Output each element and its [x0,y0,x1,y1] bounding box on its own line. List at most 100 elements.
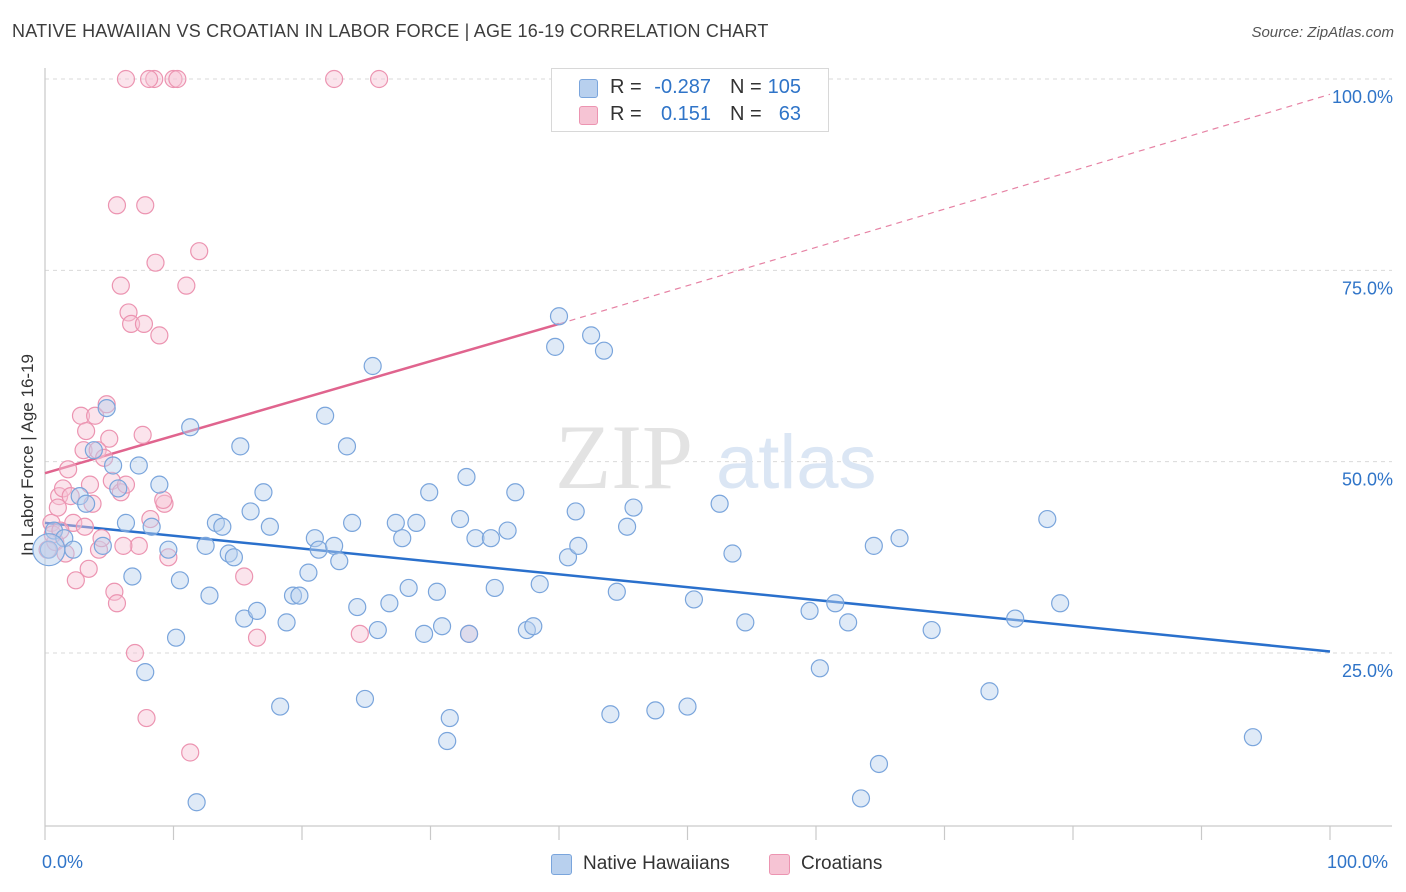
legend-r-value: 0.151 [660,103,711,125]
croatians-point [77,421,96,441]
croatians-point [97,395,116,414]
native-hawaiians-point [316,406,335,425]
x-tick-label-min: 0.0% [42,852,84,872]
native-hawaiians-point [890,529,909,548]
native-hawaiians-point [380,594,399,613]
chart-title: NATIVE HAWAIIAN VS CROATIAN IN LABOR FOR… [12,21,769,41]
native-hawaiians-point [116,513,136,532]
native-hawaiians-point [200,586,219,605]
legend-swatch-pink [579,106,598,125]
native-hawaiians-point [450,509,470,529]
croatians-point [116,69,136,89]
croatians-point [154,490,173,510]
croatians-point [107,594,127,613]
croatians-point [125,643,145,663]
y-axis-label: In Labor Force | Age 16-19 [18,354,37,556]
croatians-point [74,441,93,460]
native-hawaiians-point [150,475,169,494]
native-hawaiians-point [524,617,543,636]
native-hawaiians-point [839,613,858,632]
native-hawaiians-point [432,617,452,636]
native-hawaiians-point [710,494,729,513]
y-tick-label-50: 50.0% [1342,470,1393,490]
legend-row-croatians: R = 0.151 N = 63 [552,101,828,127]
native-hawaiians-point [290,586,309,605]
croatians-point [164,69,183,89]
croatians-point [129,536,148,555]
native-hawaiians-point [260,517,279,536]
bottom-legend-swatch-blue [551,854,572,875]
native-hawaiians-point [869,754,889,774]
native-hawaiians-point [337,437,357,456]
native-hawaiians-point [129,456,148,475]
native-hawaiians-point [277,613,296,632]
native-hawaiians-point [723,544,742,563]
croatians-point [114,536,133,555]
croatians-point [80,475,100,494]
native-hawaiians-point [84,441,103,460]
legend-n-value: 105 [767,76,801,98]
native-hawaiians-point [123,567,142,586]
bottom-legend-label: Croatians [801,853,883,874]
native-hawaiians-point [170,571,190,590]
bottom-legend-label: Native Hawaiians [583,853,730,874]
native-hawaiians-point [1243,728,1263,747]
croatians-point [133,425,152,444]
croatians-point [235,567,254,586]
native-hawaiians-point [166,628,186,647]
croatians-point [136,196,155,215]
legend-r-value: -0.287 [654,76,711,98]
native-hawaiians-point [241,502,260,521]
native-hawaiians-point [980,682,999,701]
native-hawaiians-point [594,341,614,360]
native-hawaiians-point [530,575,549,594]
native-hawaiians-point [851,789,871,808]
y-tick-label-75: 75.0% [1342,278,1393,298]
trend-lines [44,93,1331,653]
croatians-trend-extension [558,93,1331,325]
croatians-point [121,314,141,334]
legend-n-label: N = [730,103,762,125]
croatians-point [79,559,98,578]
native-hawaiians-point [330,552,349,571]
croatians-point [247,628,267,647]
native-hawaiians-point [678,697,697,716]
native-hawaiians-point [864,536,883,555]
y-tick-labels: 25.0% 50.0% 75.0% 100.0% [1332,87,1393,681]
croatians-point [75,517,94,536]
croatians-point [168,69,187,89]
legend-r-label: R = [610,103,642,125]
croatians-point [181,743,200,762]
croatians-point [59,460,78,479]
correlation-legend: R = -0.287 N = 105 R = 0.151 N = 63 [551,68,829,132]
native-hawaiians-point [93,536,112,555]
axes [44,68,1392,840]
croatians-point [177,276,196,295]
native-hawaiians-point [566,502,585,521]
native-hawaiians-point [438,731,457,751]
native-hawaiians-point [213,517,232,536]
native-hawaiians-point [196,536,215,555]
native-hawaiians-points [32,307,1263,812]
native-hawaiians-point [810,659,829,678]
native-hawaiians-point [601,705,620,724]
native-hawaiians-point [368,620,387,640]
croatians-point [92,529,111,548]
bottom-legend-swatch-pink [769,854,790,875]
native-hawaiians-point [363,356,382,376]
native-hawaiians-point [271,697,290,716]
croatians-point [325,69,344,89]
native-hawaiians-point [1006,609,1025,628]
native-hawaiians-point [420,483,439,502]
native-hawaiians-point [399,578,418,598]
native-hawaiians-point [407,513,426,532]
native-hawaiians-point [254,483,273,502]
native-hawaiians-point [466,529,485,548]
croatians-point [190,242,209,261]
native-hawaiians-point [414,624,434,643]
croatians-point [350,624,369,643]
native-hawaiians-point [1038,509,1057,529]
native-hawaiians-point [569,536,588,555]
native-hawaiians-point [485,578,504,598]
croatians-point [137,708,156,728]
